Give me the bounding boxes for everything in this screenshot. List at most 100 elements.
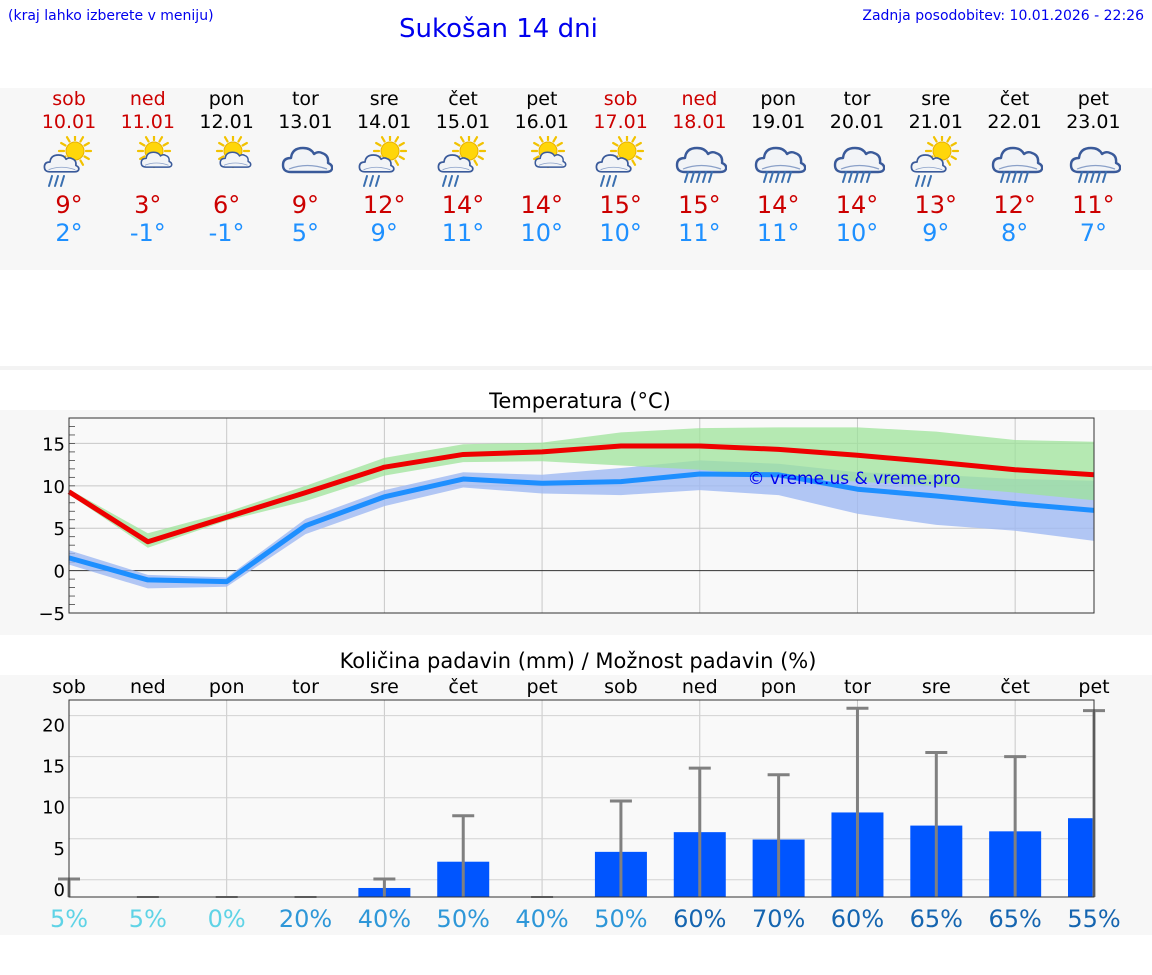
forecast-band xyxy=(0,88,1152,270)
precip-probability: 65% xyxy=(988,905,1041,933)
forecast-day-date: 11.01 xyxy=(120,111,175,133)
precip-probability: 60% xyxy=(673,905,726,933)
precip-probability: 60% xyxy=(831,905,884,933)
precip-probability: 65% xyxy=(910,905,963,933)
forecast-day-name: tor xyxy=(843,88,871,110)
precip-probability: 40% xyxy=(358,905,411,933)
forecast-day-date: 22.01 xyxy=(987,111,1042,133)
forecast-min-temp: 10° xyxy=(835,219,879,247)
forecast-min-temp: 8° xyxy=(1000,219,1029,247)
cloud-icon xyxy=(266,133,344,191)
forecast-max-temp: 9° xyxy=(291,191,320,219)
forecast-max-temp: 3° xyxy=(134,191,162,219)
forecast-max-temp: 13° xyxy=(914,191,958,219)
forecast-max-temp: 9° xyxy=(55,191,83,219)
forecast-day-date: 15.01 xyxy=(435,111,491,133)
forecast-max-temp: 15° xyxy=(599,191,642,219)
forecast-day-date: 13.01 xyxy=(278,111,333,133)
forecast-day-name: pet xyxy=(1077,88,1109,110)
forecast-day: pon 19.01 14° 11° xyxy=(739,88,817,247)
forecast-day-date: 19.01 xyxy=(750,111,806,133)
forecast-day: čet 15.01 14° 11° xyxy=(424,88,502,247)
x-category-label: čet xyxy=(1000,676,1030,698)
precip-plot-frame xyxy=(68,699,1095,898)
sun-cloud-rain-icon xyxy=(897,133,975,191)
forecast-day: sob 17.01 15° 10° xyxy=(582,88,660,247)
forecast-day-date: 12.01 xyxy=(199,111,254,133)
forecast-min-temp: 11° xyxy=(678,219,721,247)
sun-cloud-rain-icon xyxy=(582,133,660,191)
forecast-day-date: 10.01 xyxy=(41,111,97,133)
x-category-label: pon xyxy=(761,676,797,698)
x-category-label: čet xyxy=(448,676,478,698)
forecast-min-temp: 10° xyxy=(599,219,642,247)
page-title: Sukošan 14 dni xyxy=(399,14,598,44)
forecast-max-temp: 6° xyxy=(212,191,241,219)
y-tick-label: 10 xyxy=(42,477,65,498)
precip-probability: 55% xyxy=(1067,905,1120,933)
x-category-label: tor xyxy=(844,676,871,698)
forecast-day-name: sre xyxy=(369,88,399,110)
forecast-min-temp: -1° xyxy=(208,219,245,247)
x-category-label: ned xyxy=(682,676,718,698)
y-tick-label: 5 xyxy=(54,839,65,860)
temp-line-max xyxy=(67,443,1095,545)
forecast-max-temp: 14° xyxy=(441,191,485,219)
temperature-chart-title: Temperatura (°C) xyxy=(488,389,671,413)
forecast-day-date: 14.01 xyxy=(356,111,412,133)
y-tick-label: 10 xyxy=(42,798,65,819)
y-tick-label: 5 xyxy=(54,519,65,540)
forecast-day-name: tor xyxy=(291,88,319,110)
forecast-day: čet 22.01 12° 8° xyxy=(976,88,1054,247)
sun-cloud-rain-icon xyxy=(345,133,423,191)
precip-probability: 40% xyxy=(515,905,568,933)
x-category-label: sob xyxy=(52,676,86,698)
forecast-day: ned 11.01 3° -1° xyxy=(109,88,187,247)
x-category-label: sre xyxy=(922,676,951,698)
y-tick-label: 0 xyxy=(54,562,65,583)
forecast-day-date: 23.01 xyxy=(1066,111,1121,133)
y-tick-label: −5 xyxy=(38,604,65,625)
forecast-day-date: 20.01 xyxy=(829,111,885,133)
y-tick-label: 20 xyxy=(42,716,65,737)
forecast-day: tor 20.01 14° 10° xyxy=(818,88,896,247)
x-category-label: sre xyxy=(370,676,399,698)
forecast-day-name: pet xyxy=(526,88,558,110)
y-tick-label: 15 xyxy=(42,434,65,455)
forecast-min-temp: 9° xyxy=(922,219,950,247)
temp-band-min xyxy=(69,460,1094,589)
forecast-day-name: pon xyxy=(760,88,797,110)
forecast-day: ned 18.01 15° 11° xyxy=(660,88,738,247)
forecast-day-name: sob xyxy=(52,88,86,110)
forecast-day-name: sob xyxy=(603,88,638,110)
x-category-label: tor xyxy=(292,676,319,698)
forecast-day: pon 12.01 6° -1° xyxy=(188,88,266,247)
forecast-min-temp: 7° xyxy=(1079,219,1108,247)
forecast-day: sre 21.01 13° 9° xyxy=(897,88,975,247)
x-category-label: sob xyxy=(604,676,638,698)
precipitation-chart: Količina padavin (mm) / Možnost padavin … xyxy=(42,649,1121,933)
watermark: © vreme.us & vreme.pro xyxy=(747,469,960,489)
forecast-max-temp: 11° xyxy=(1072,191,1115,219)
y-tick-label: 0 xyxy=(54,880,65,901)
forecast-min-temp: 11° xyxy=(756,219,800,247)
forecast-max-temp: 12° xyxy=(362,191,406,219)
sun-cloud-rain-icon xyxy=(424,133,502,191)
forecast-day-date: 16.01 xyxy=(514,111,569,133)
forecast-max-temp: 12° xyxy=(993,191,1036,219)
sun-cloud-rain-icon xyxy=(30,133,108,191)
forecast-min-temp: 2° xyxy=(55,219,83,247)
forecast-day-name: pon xyxy=(208,88,245,110)
precip-probability: 0% xyxy=(208,905,246,933)
temp-band-max xyxy=(69,427,1094,548)
forecast-day: sob 10.01 9° 2° xyxy=(30,88,108,247)
cloud-rain-icon xyxy=(739,133,817,191)
precipitation-chart-title: Količina padavin (mm) / Možnost padavin … xyxy=(340,649,817,673)
forecast-day-name: čet xyxy=(999,88,1030,110)
forecast-day-date: 21.01 xyxy=(908,111,963,133)
forecast-max-temp: 14° xyxy=(520,191,564,219)
precip-probability: 70% xyxy=(752,905,805,933)
forecast-day-name: čet xyxy=(448,88,478,110)
forecast-min-temp: 10° xyxy=(520,219,564,247)
precip-probability: 5% xyxy=(50,905,88,933)
